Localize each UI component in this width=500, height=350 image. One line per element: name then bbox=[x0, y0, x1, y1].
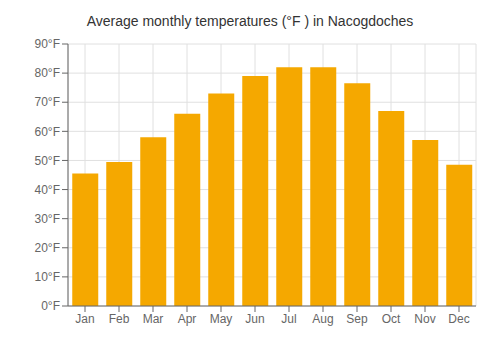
svg-text:60°F: 60°F bbox=[35, 125, 60, 139]
svg-text:50°F: 50°F bbox=[35, 154, 60, 168]
svg-text:90°F: 90°F bbox=[35, 37, 60, 51]
svg-text:Sep: Sep bbox=[346, 312, 368, 326]
svg-text:30°F: 30°F bbox=[35, 212, 60, 226]
svg-text:Jan: Jan bbox=[75, 312, 94, 326]
svg-text:Nov: Nov bbox=[414, 312, 435, 326]
svg-text:80°F: 80°F bbox=[35, 66, 60, 80]
svg-text:20°F: 20°F bbox=[35, 241, 60, 255]
svg-text:40°F: 40°F bbox=[35, 183, 60, 197]
html-text:Average monthly temperatures (: Average monthly temperatures (°F ) in Na… bbox=[86, 13, 414, 29]
svg-text:Jul: Jul bbox=[281, 312, 296, 326]
svg-text:0°F: 0°F bbox=[41, 299, 60, 313]
svg-text:Aug: Aug bbox=[312, 312, 333, 326]
svg-text:Mar: Mar bbox=[143, 312, 164, 326]
svg-text:Dec: Dec bbox=[448, 312, 469, 326]
svg-text:Feb: Feb bbox=[109, 312, 130, 326]
svg-text:Jun: Jun bbox=[245, 312, 264, 326]
svg-text:May: May bbox=[210, 312, 233, 326]
svg-text:Oct: Oct bbox=[382, 312, 401, 326]
svg-text:10°F: 10°F bbox=[35, 270, 60, 284]
svg-text:Apr: Apr bbox=[178, 312, 197, 326]
svg-text:70°F: 70°F bbox=[35, 95, 60, 109]
